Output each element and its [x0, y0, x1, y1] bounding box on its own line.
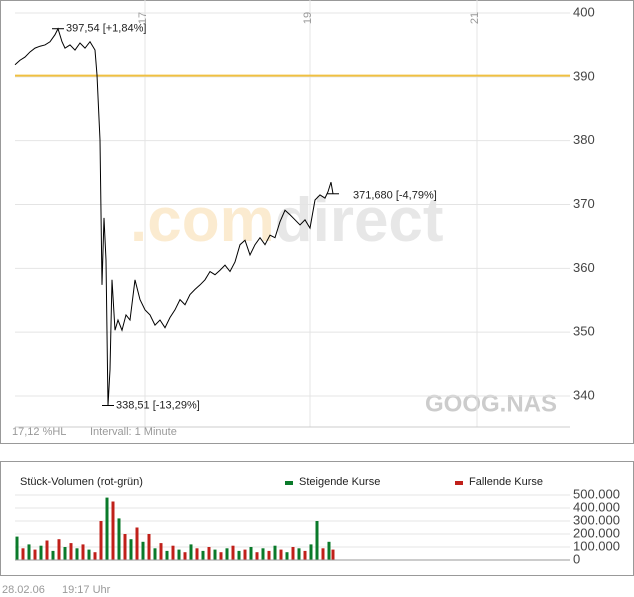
volume-bar	[159, 543, 163, 560]
volume-bar	[261, 548, 265, 560]
volume-bar	[63, 547, 67, 560]
volume-bar	[279, 549, 283, 560]
volume-bar	[285, 552, 289, 560]
volume-bar	[183, 552, 187, 560]
watermark-part: .com	[130, 186, 275, 255]
volume-bar	[27, 544, 31, 560]
volume-bar	[321, 548, 325, 560]
legend-label: Steigende Kurse	[299, 476, 380, 488]
volume-bar	[87, 549, 91, 560]
y-tick-label: 390	[573, 68, 595, 83]
volume-bar	[273, 545, 277, 560]
y-tick-label: 380	[573, 132, 595, 147]
volume-bar	[93, 552, 97, 560]
y-tick-label: 500.000	[573, 486, 620, 501]
volume-bar	[303, 550, 307, 560]
footer-date: 28.02.06	[2, 584, 45, 596]
volume-bar	[147, 534, 151, 560]
volume-bar	[315, 521, 319, 560]
volume-bar	[129, 539, 133, 560]
legend-swatch	[455, 481, 463, 485]
volume-bar	[291, 547, 295, 560]
volume-bar	[165, 550, 169, 560]
chart-title: Stück-Volumen (rot-grün)	[20, 476, 143, 488]
volume-bar	[153, 548, 157, 560]
volume-bar	[81, 544, 85, 560]
x-tick-label: 19	[302, 12, 314, 24]
volume-bar	[75, 548, 79, 560]
volume-bar	[15, 536, 19, 560]
y-tick-label: 340	[573, 387, 595, 402]
volume-bar	[117, 518, 121, 560]
volume-bar	[255, 552, 259, 560]
annotation: 397,54 [+1,84%]	[66, 23, 146, 35]
y-tick-label: 300.000	[573, 512, 620, 527]
volume-bar	[219, 552, 223, 560]
volume-bar	[171, 545, 175, 560]
volume-bar	[135, 527, 139, 560]
y-tick-label: 370	[573, 196, 595, 211]
volume-bar	[297, 548, 301, 560]
legend-label: Fallende Kurse	[469, 476, 543, 488]
volume-bar	[309, 544, 313, 560]
volume-bar	[213, 549, 217, 560]
volume-bar	[123, 534, 127, 560]
x-tick-label: 17	[137, 12, 149, 24]
range-label: 17,12 %HL	[12, 426, 66, 438]
volume-bar	[111, 501, 115, 560]
volume-bar	[141, 541, 145, 560]
volume-bar	[331, 549, 335, 560]
symbol: GOOG.NAS	[425, 390, 557, 417]
annotation: 371,680 [-4,79%]	[353, 190, 437, 202]
volume-bar	[177, 549, 181, 560]
volume-bar	[51, 550, 55, 560]
volume-bar	[243, 549, 247, 560]
volume-bar	[231, 545, 235, 560]
volume-bar	[39, 545, 43, 560]
y-tick-label: 0	[573, 551, 580, 566]
volume-bar	[195, 548, 199, 560]
watermark-part: direct	[275, 186, 444, 255]
annotation: 338,51 [-13,29%]	[116, 399, 200, 411]
legend-swatch	[285, 481, 293, 485]
volume-bar	[267, 550, 271, 560]
volume-bar	[33, 549, 37, 560]
volume-bar	[237, 550, 241, 560]
volume-bar	[201, 550, 205, 560]
watermark: .comdirect	[130, 186, 444, 255]
volume-bar	[69, 543, 73, 560]
volume-bar	[57, 539, 61, 560]
volume-bar	[105, 497, 109, 560]
footer-time: 19:17 Uhr	[62, 584, 111, 596]
volume-bar	[327, 541, 331, 560]
y-tick-label: 400	[573, 4, 595, 19]
volume-bar	[249, 547, 253, 560]
interval-label: Intervall: 1 Minute	[90, 426, 177, 438]
volume-bar	[99, 521, 103, 560]
volume-bar	[189, 544, 193, 560]
y-tick-label: 200.000	[573, 525, 620, 540]
y-tick-label: 400.000	[573, 499, 620, 514]
volume-bar	[21, 548, 25, 560]
volume-bar	[225, 548, 229, 560]
volume-bar	[45, 540, 49, 560]
y-tick-label: 350	[573, 324, 595, 339]
x-tick-label: 21	[469, 12, 481, 24]
volume-bar	[207, 547, 211, 560]
price-line	[14, 27, 334, 406]
y-tick-label: 360	[573, 260, 595, 275]
y-tick-label: 100.000	[573, 538, 620, 553]
